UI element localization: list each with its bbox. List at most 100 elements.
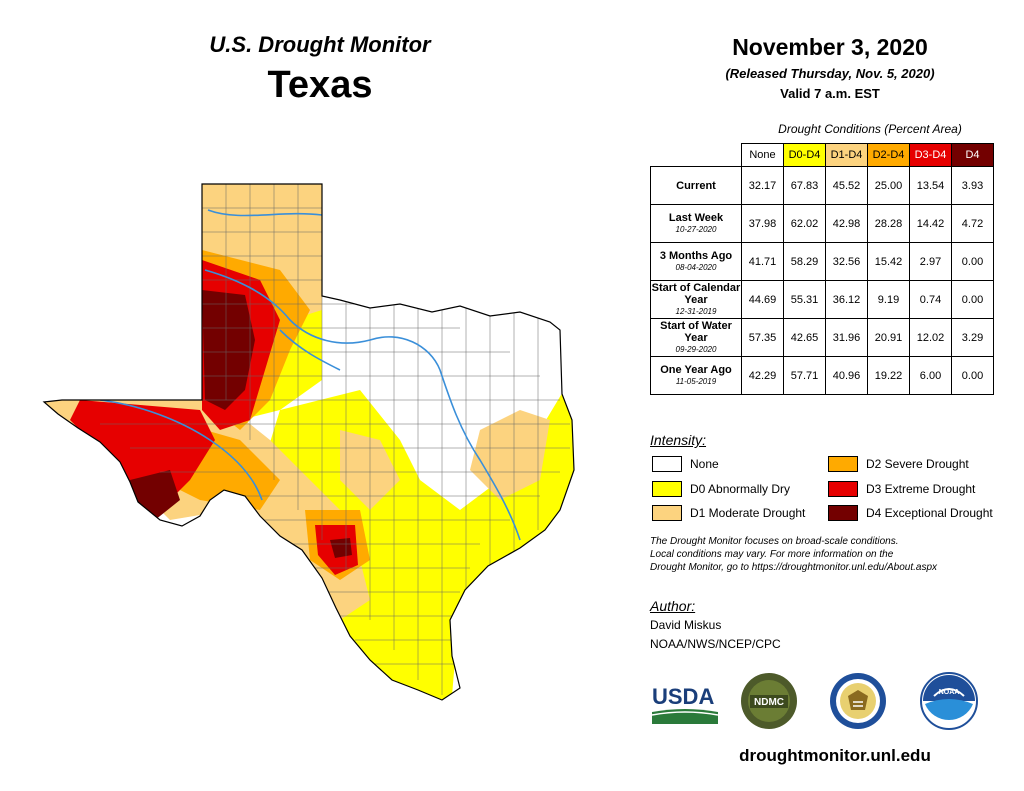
usda-logo-text: USDA — [652, 684, 714, 709]
ndmc-logo: NDMC — [741, 673, 797, 729]
table-cell: 0.00 — [951, 280, 994, 319]
table-cell: 55.31 — [783, 280, 826, 319]
legend-swatch — [828, 456, 858, 472]
table-cell: 57.71 — [783, 356, 826, 395]
disclaimer-note: The Drought Monitor focuses on broad-sca… — [650, 535, 1020, 574]
legend-label: D2 Severe Drought — [866, 457, 969, 471]
table-cell: 67.83 — [783, 166, 826, 205]
table-cell: 37.98 — [741, 204, 784, 243]
row-date: 11-05-2019 — [675, 376, 717, 386]
column-header: D0-D4 — [783, 143, 826, 167]
legend-label: D1 Moderate Drought — [690, 506, 806, 520]
noaa-logo-text: NOAA — [939, 689, 960, 696]
legend-label: D4 Exceptional Drought — [866, 506, 993, 520]
table-cell: 25.00 — [867, 166, 910, 205]
row-date: 09-29-2020 — [675, 344, 717, 354]
legend-swatch — [828, 481, 858, 497]
commerce-seal-logo — [830, 673, 886, 729]
table-cell: 32.56 — [825, 242, 868, 281]
table-cell: 13.54 — [909, 166, 952, 205]
column-header: D4 — [951, 143, 994, 167]
table-row: Start of Water Year 09-29-2020 57.35 42.65 3… — [650, 318, 994, 357]
table-cell: 44.69 — [741, 280, 784, 319]
table-row: One Year Ago 11-05-2019 42.29 57.71 40.96 19.… — [650, 356, 994, 395]
legend-label: D3 Extreme Drought — [866, 482, 976, 496]
row-date: 08-04-2020 — [675, 262, 717, 272]
table-cell: 15.42 — [867, 242, 910, 281]
legend-item-d1: D1 Moderate Drought — [652, 505, 805, 521]
note-line: The Drought Monitor focuses on broad-sca… — [650, 536, 899, 547]
row-label-text: One Year Ago — [660, 363, 732, 376]
row-label: Last Week 10-27-2020 — [650, 204, 742, 243]
table-cell: 28.28 — [867, 204, 910, 243]
table-cell: 62.02 — [783, 204, 826, 243]
table-cell: 45.52 — [825, 166, 868, 205]
author-name: David Miskus — [650, 618, 722, 632]
row-label-text: 3 Months Ago — [659, 249, 733, 262]
note-line: Drought Monitor, go to https://droughtmo… — [650, 562, 938, 573]
table-cell: 42.98 — [825, 204, 868, 243]
table-row: Last Week 10-27-2020 37.98 62.02 42.98 28.28 1… — [650, 204, 994, 243]
legend-item-d2: D2 Severe Drought — [828, 456, 969, 472]
drought-conditions-table: None D0-D4 D1-D4 D2-D4 D3-D4 D4 Current 3… — [650, 143, 994, 395]
table-cell: 2.97 — [909, 242, 952, 281]
table-cell: 14.42 — [909, 204, 952, 243]
legend-swatch — [652, 481, 682, 497]
legend-label: D0 Abnormally Dry — [690, 482, 791, 496]
row-label: Current — [650, 166, 742, 205]
row-label: One Year Ago 11-05-2019 — [650, 356, 742, 395]
table-cell: 12.02 — [909, 318, 952, 357]
table-cell: 9.19 — [867, 280, 910, 319]
table-body: Current 32.17 67.83 45.52 25.00 13.54 3.93 Last… — [650, 166, 994, 395]
released-date: (Released Thursday, Nov. 5, 2020) — [725, 66, 935, 81]
table-cell: 32.17 — [741, 166, 784, 205]
table-cell: 41.71 — [741, 242, 784, 281]
row-label: 3 Months Ago 08-04-2020 — [650, 242, 742, 281]
legend-swatch — [652, 505, 682, 521]
legend-item-d3: D3 Extreme Drought — [828, 481, 975, 497]
legend-item-d0: D0 Abnormally Dry — [652, 481, 790, 497]
usda-logo: USDA — [651, 684, 719, 724]
table-cell: 31.96 — [825, 318, 868, 357]
legend-swatch — [828, 505, 858, 521]
row-label: Start of Water Year 09-29-2020 — [650, 318, 742, 357]
table-cell: 58.29 — [783, 242, 826, 281]
table-cell: 0.00 — [951, 242, 994, 281]
intensity-title: Intensity: — [650, 432, 707, 448]
row-label-text: Start of Calendar Year — [651, 281, 741, 306]
table-row: Start of Calendar Year 12-31-2019 44.69 55.… — [650, 280, 994, 319]
texas-drought-map — [42, 183, 575, 701]
note-line: Local conditions may vary. For more info… — [650, 549, 894, 560]
map-title: U.S. Drought Monitor — [209, 32, 431, 57]
table-cell: 3.93 — [951, 166, 994, 205]
table-cell: 4.72 — [951, 204, 994, 243]
legend-label: None — [690, 457, 719, 471]
legend-item-d4: D4 Exceptional Drought — [828, 505, 993, 521]
noaa-logo: NOAA — [920, 672, 978, 730]
valid-time: Valid 7 a.m. EST — [780, 86, 880, 101]
ndmc-logo-text: NDMC — [754, 697, 784, 708]
column-header: D1-D4 — [825, 143, 868, 167]
row-date: 12-31-2019 — [675, 306, 717, 316]
table-header-row: None D0-D4 D1-D4 D2-D4 D3-D4 D4 — [650, 143, 994, 167]
table-row: Current 32.17 67.83 45.52 25.00 13.54 3.93 — [650, 166, 994, 205]
table-cell: 42.65 — [783, 318, 826, 357]
table-cell: 57.35 — [741, 318, 784, 357]
table-cell: 40.96 — [825, 356, 868, 395]
map-date: November 3, 2020 — [732, 34, 928, 60]
table-cell: 0.00 — [951, 356, 994, 395]
table-cell: 6.00 — [909, 356, 952, 395]
conditions-title: Drought Conditions (Percent Area) — [778, 122, 962, 136]
legend-item-none: None — [652, 456, 719, 472]
row-label: Start of Calendar Year 12-31-2019 — [650, 280, 742, 319]
column-header: D2-D4 — [867, 143, 910, 167]
table-cell: 3.29 — [951, 318, 994, 357]
legend-swatch — [652, 456, 682, 472]
row-label-text: Last Week — [668, 211, 724, 224]
table-cell: 42.29 — [741, 356, 784, 395]
table-cell: 36.12 — [825, 280, 868, 319]
row-date: 10-27-2020 — [675, 224, 717, 234]
table-cell: 20.91 — [867, 318, 910, 357]
website-link[interactable]: droughtmonitor.unl.edu — [739, 746, 931, 765]
state-title: Texas — [267, 64, 373, 106]
